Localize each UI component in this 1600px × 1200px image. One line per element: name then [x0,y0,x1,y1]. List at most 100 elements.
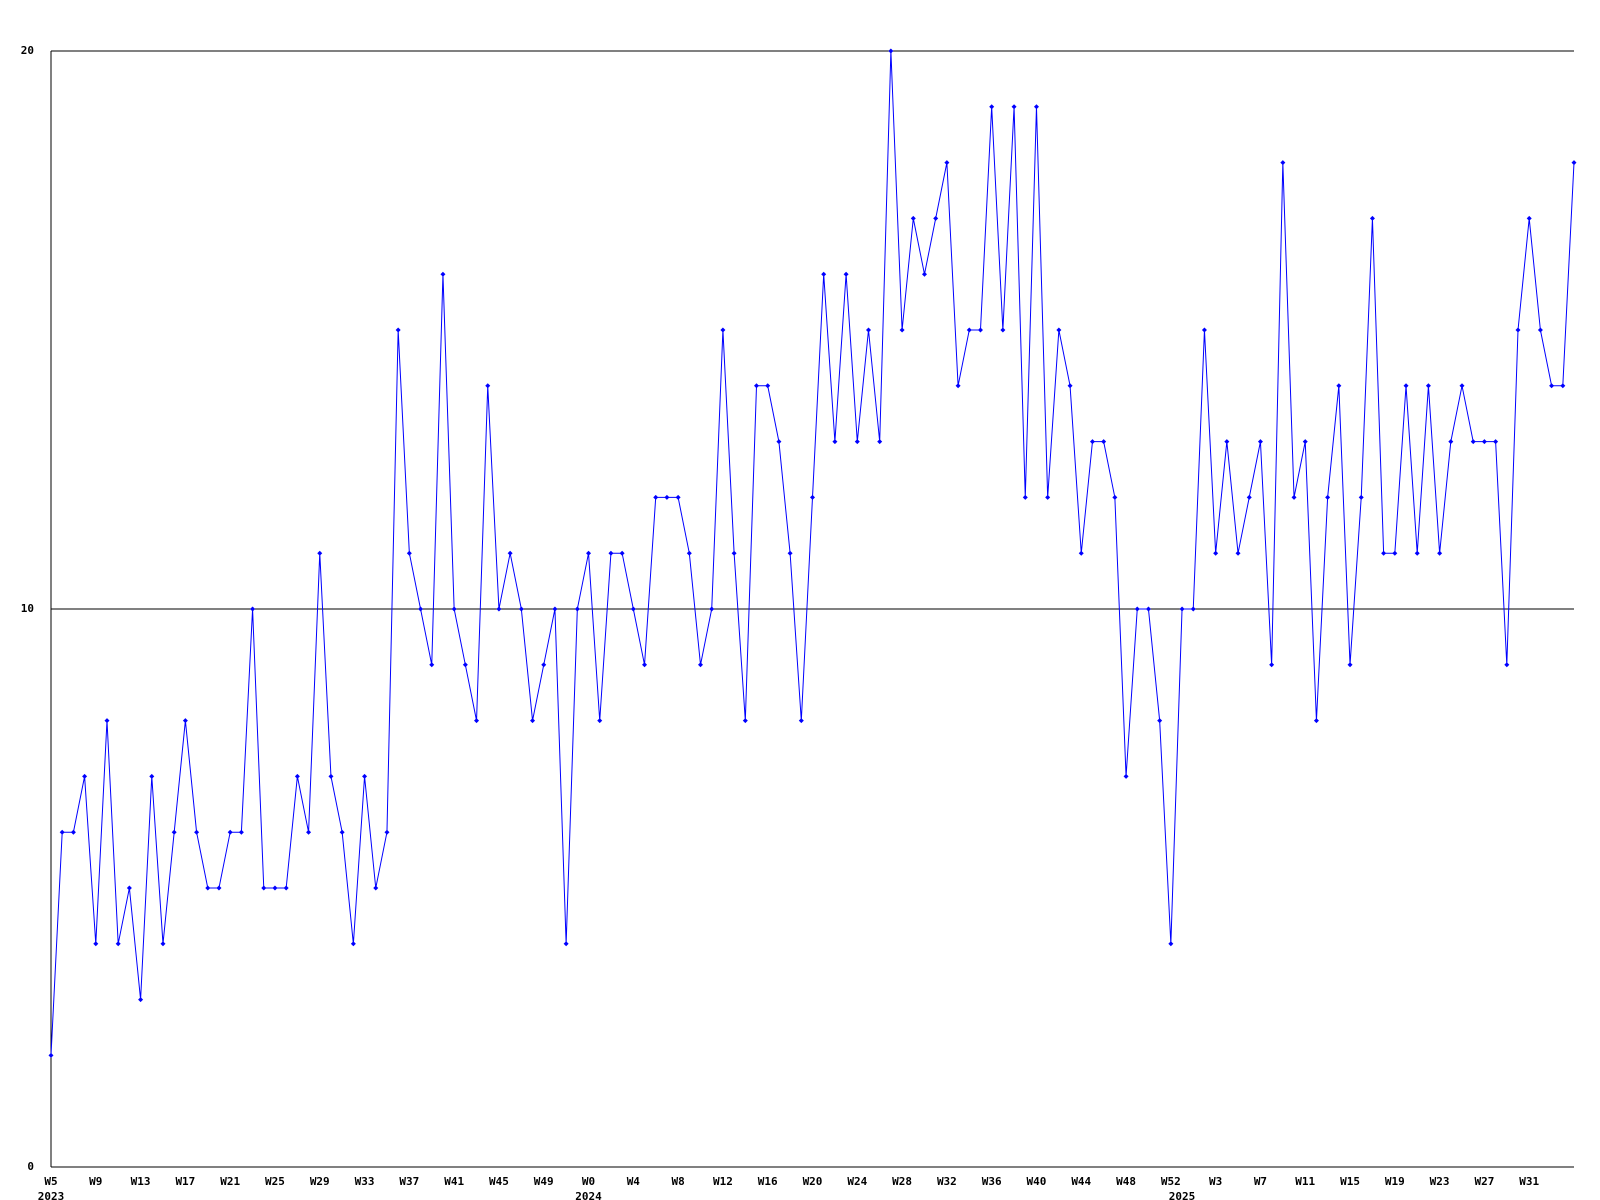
x-tick-label: W9 [89,1175,102,1188]
data-point [227,829,233,835]
data-point [507,550,513,556]
data-point [854,439,860,445]
x-tick-label: W19 [1385,1175,1405,1188]
data-point [1089,439,1095,445]
data-point [910,215,916,221]
data-point [306,829,312,835]
data-point [518,606,524,612]
data-point [1493,439,1499,445]
x-tick-label: W25 [265,1175,285,1188]
data-point [541,662,547,668]
data-point [1157,718,1163,724]
data-point [70,829,76,835]
data-point [944,160,950,166]
data-point [563,941,569,947]
data-point [1011,104,1017,110]
x-tick-label: W31 [1519,1175,1539,1188]
data-point [1291,494,1297,500]
x-tick-label: W32 [937,1175,957,1188]
data-point [82,773,88,779]
x-tick-label: W49 [534,1175,554,1188]
data-point [384,829,390,835]
data-point [597,718,603,724]
data-point [1571,160,1577,166]
data-point [429,662,435,668]
x-tick-label: W15 [1340,1175,1360,1188]
data-point [216,885,222,891]
data-point [843,271,849,277]
data-point [272,885,278,891]
data-point [1448,439,1454,445]
data-point [574,606,580,612]
x-tick-label: W23 [1430,1175,1450,1188]
x-tick-label: W24 [847,1175,867,1188]
x-tick-label: W3 [1209,1175,1222,1188]
data-point [933,215,939,221]
x-tick-label: W17 [175,1175,195,1188]
x-tick-label: W40 [1027,1175,1047,1188]
data-point [664,494,670,500]
data-point [1470,439,1476,445]
x-tick-label: W37 [399,1175,419,1188]
data-point [474,718,480,724]
x-tick-label: W20 [803,1175,823,1188]
data-point [1526,215,1532,221]
x-tick-label: W12 [713,1175,733,1188]
data-point [1213,550,1219,556]
data-point [1269,662,1275,668]
x-tick-label: W48 [1116,1175,1136,1188]
y-tick-label: 10 [21,602,34,615]
data-point [899,327,905,333]
data-point [328,773,334,779]
data-point [418,606,424,612]
data-point [955,383,961,389]
data-point [608,550,614,556]
data-point [1045,494,1051,500]
data-point [462,662,468,668]
data-point [238,829,244,835]
x-tick-label: W44 [1071,1175,1091,1188]
data-point [1403,383,1409,389]
data-point [742,718,748,724]
data-point [339,829,345,835]
x-tick-label: W33 [355,1175,375,1188]
data-point [126,885,132,891]
data-point [104,718,110,724]
x-tick-label: W4 [627,1175,641,1188]
data-point [395,327,401,333]
data-point [1134,606,1140,612]
data-point [1056,327,1062,333]
data-point [1000,327,1006,333]
data-point [93,941,99,947]
data-point [451,606,457,612]
data-point [283,885,289,891]
data-point [1235,550,1241,556]
data-point [921,271,927,277]
x-tick-label: W21 [220,1175,240,1188]
data-point [1325,494,1331,500]
data-point [1033,104,1039,110]
data-point [586,550,592,556]
data-point [350,941,356,947]
data-point [731,550,737,556]
data-point [1168,941,1174,947]
x-tick-label: W13 [131,1175,151,1188]
data-point [1190,606,1196,612]
data-point [1179,606,1185,612]
data-point [1123,773,1129,779]
data-point [48,1052,54,1058]
data-point [821,271,827,277]
data-point [1101,439,1107,445]
data-point [317,550,323,556]
x-tick-label: W29 [310,1175,330,1188]
data-point [765,383,771,389]
data-point [1381,550,1387,556]
data-point [171,829,177,835]
x-year-label: 2025 [1169,1190,1196,1200]
data-point [1358,494,1364,500]
data-point [149,773,155,779]
data-point [205,885,211,891]
y-tick-label: 20 [21,44,34,57]
